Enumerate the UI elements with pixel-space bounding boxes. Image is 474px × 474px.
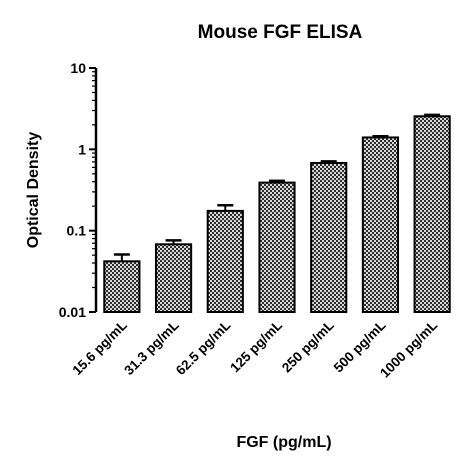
y-tick-label: 10 (70, 60, 86, 76)
y-tick-label: 0.01 (59, 304, 86, 320)
bar (413, 115, 451, 313)
chart-title: Mouse FGF ELISA (198, 22, 363, 43)
bar (361, 136, 400, 313)
bar (258, 181, 296, 313)
x-axis-title: FGF (pg/mL) (236, 434, 331, 451)
x-tick-label: 125 pg/mL (227, 318, 285, 376)
x-tick-label: 250 pg/mL (279, 318, 337, 376)
y-axis-title: Optical Density (25, 132, 42, 249)
x-tick-label: 31.3 pg/mL (121, 318, 181, 378)
y-tick-label: 1 (78, 141, 86, 157)
y-tick-label: 0.1 (67, 223, 87, 239)
bar (103, 260, 141, 313)
bar (206, 209, 244, 313)
bar (310, 161, 348, 313)
x-tick-label: 15.6 pg/mL (69, 318, 129, 378)
x-tick-label: 62.5 pg/mL (173, 318, 233, 378)
bar (154, 243, 193, 313)
